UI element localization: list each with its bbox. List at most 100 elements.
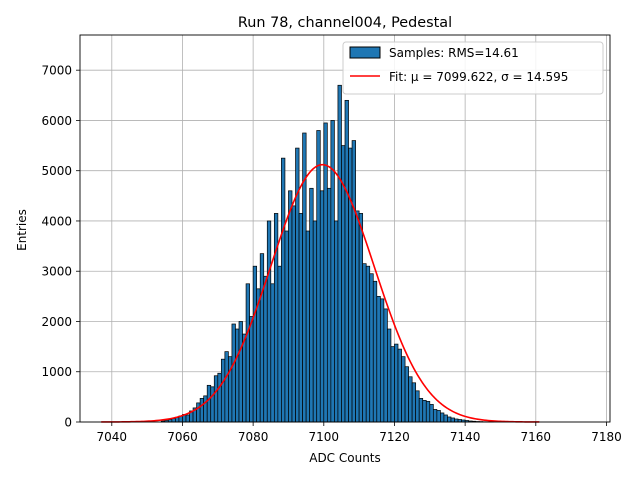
histogram-bar (436, 410, 441, 423)
histogram-bar (319, 190, 325, 423)
histogram-bar (411, 382, 417, 423)
y-tick-label: 3000 (41, 265, 72, 279)
histogram-bar (224, 351, 229, 423)
histogram-bar (326, 187, 332, 423)
histogram-bar (369, 273, 374, 423)
legend: Samples: RMS=14.61 Fit: μ = 7099.622, σ … (342, 41, 604, 95)
histogram-bar (231, 323, 236, 423)
histogram-bar (259, 253, 265, 423)
histogram-bar (203, 395, 208, 423)
histogram-bar (404, 366, 409, 423)
y-tick-label: 4000 (41, 214, 72, 228)
histogram-bar (401, 356, 406, 423)
histogram-bar (288, 190, 293, 423)
histogram-bar (298, 213, 303, 423)
histogram-bar (372, 280, 378, 423)
histogram-bar (330, 120, 335, 423)
x-tick-label: 7040 (97, 430, 128, 444)
histogram-bar (242, 333, 247, 423)
histogram-bar (249, 316, 254, 423)
histogram-bar (447, 416, 452, 423)
histogram-bar (309, 187, 314, 423)
histogram-bar (337, 84, 342, 423)
y-tick-label: 7000 (41, 64, 72, 78)
histogram-bar (334, 220, 339, 423)
histogram-bar (358, 213, 364, 423)
histogram-bar (440, 412, 445, 423)
histogram-bar (302, 132, 307, 423)
histogram-bar (390, 346, 395, 423)
histogram-bar (450, 417, 455, 423)
histogram-bar (210, 386, 215, 423)
histogram-bar (365, 265, 371, 423)
x-tick-label: 7060 (167, 430, 198, 444)
histogram-bar (394, 343, 399, 423)
histogram-bar (206, 384, 212, 423)
legend-bar-swatch (349, 46, 381, 59)
histogram-bar (305, 230, 311, 423)
histogram-bar (425, 401, 431, 423)
fit-curve-group (101, 163, 540, 423)
histogram-bar (316, 130, 321, 423)
histogram-bar (238, 321, 243, 423)
x-tick-label: 7120 (379, 430, 410, 444)
x-axis-ticks: 7040 7060 7080 7100 7120 7140 7160 7180 (97, 422, 622, 444)
y-tick-label: 6000 (41, 114, 72, 128)
y-tick-label: 1000 (41, 365, 72, 379)
histogram-bar (376, 296, 381, 423)
histogram-bar (348, 147, 353, 423)
histogram-bar (362, 263, 367, 423)
histogram-bar (454, 418, 459, 423)
y-axis-ticks: 0 1000 2000 3000 4000 5000 6000 7000 (41, 64, 80, 430)
histogram-bar (213, 375, 219, 423)
histogram-bar (344, 99, 349, 423)
histogram-bar (323, 122, 328, 423)
x-tick-label: 7180 (591, 430, 622, 444)
histogram-bar (387, 328, 392, 423)
histogram-bar (284, 230, 289, 423)
legend-fit-label: Fit: μ = 7099.622, σ = 14.595 (389, 70, 568, 84)
histogram-bar (429, 404, 434, 423)
x-axis-label: ADC Counts (309, 451, 381, 465)
histogram-bar (418, 398, 424, 423)
histogram-bar (196, 402, 201, 423)
histogram-bar (291, 205, 296, 423)
legend-frame (342, 41, 604, 95)
histogram-bar (277, 265, 282, 423)
histogram-bar (270, 283, 275, 423)
x-tick-label: 7080 (238, 430, 269, 444)
histogram-bar (217, 372, 222, 423)
histogram-bar (415, 390, 420, 423)
histogram-bar (443, 414, 448, 423)
histogram-bar (379, 298, 385, 423)
histogram-bar (263, 275, 268, 423)
legend-samples-label: Samples: RMS=14.61 (389, 46, 519, 60)
histogram-bar (397, 348, 402, 423)
x-tick-label: 7140 (450, 430, 481, 444)
plot-frame (79, 34, 611, 423)
histogram-bar (245, 283, 250, 423)
histogram-bar (220, 358, 226, 423)
x-tick-label: 7160 (521, 430, 552, 444)
y-axis-label: Entries (15, 209, 29, 251)
fit-curve (101, 163, 540, 423)
y-tick-label: 5000 (41, 164, 72, 178)
histogram-bar (383, 308, 388, 423)
histogram-bar (355, 210, 360, 423)
histogram-bar (252, 265, 258, 423)
chart-title: Run 78, channel004, Pedestal (238, 15, 452, 31)
histogram-bar (281, 157, 286, 423)
histogram-bar (266, 220, 272, 423)
histogram-bar (199, 398, 205, 423)
histogram-bar (235, 328, 240, 423)
histogram-bar (408, 376, 413, 423)
histogram-bar (185, 414, 190, 423)
y-tick-label: 2000 (41, 315, 72, 329)
histogram-bar (312, 220, 318, 423)
histogram-bar (422, 400, 427, 423)
y-tick-label: 0 (64, 416, 72, 430)
histogram-bar (351, 140, 356, 423)
x-tick-label: 7100 (309, 430, 340, 444)
histogram-bar (432, 409, 438, 423)
